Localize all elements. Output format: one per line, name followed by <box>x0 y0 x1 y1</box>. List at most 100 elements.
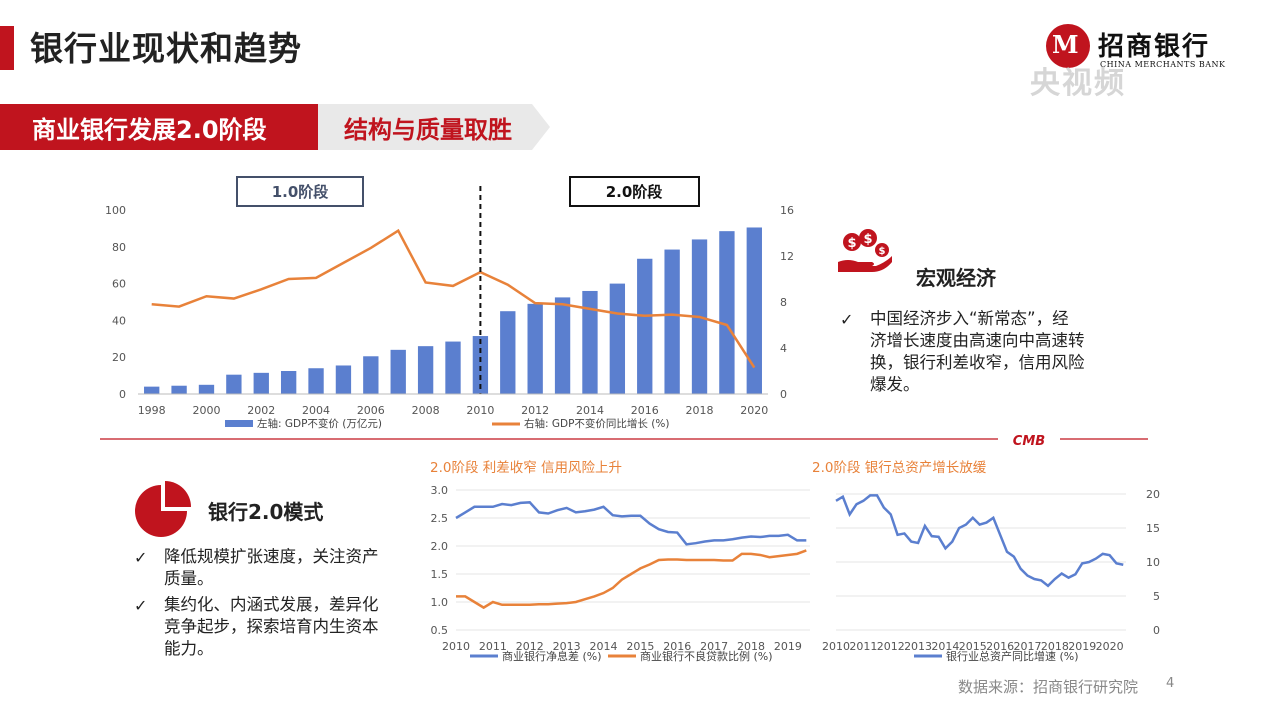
x-axis-tick: 2015 <box>959 640 987 653</box>
legend-label-assets: 银行业总资产同比增速 (%) <box>946 649 1079 663</box>
x-axis-tick: 2012 <box>516 640 544 653</box>
left-axis-tick: 0 <box>119 388 126 401</box>
bank-logo: M 招商银行 CHINA MERCHANTS BANK <box>1046 24 1246 104</box>
gdp-bar <box>363 356 379 394</box>
logo-chinese-name: 招商银行 <box>1098 32 1211 62</box>
nim-npl-chart: 2.0阶段 利差收窄 信用风险上升 0.5 1.0 1.5 2.0 2.5 3.0 201… <box>430 459 810 663</box>
x-axis-tick: 2011 <box>849 640 877 653</box>
macro-title: 宏观经济 <box>916 266 996 290</box>
phase-banner-right-label: 结构与质量取胜 <box>344 116 512 144</box>
phase-banner-left <box>0 104 318 150</box>
x-axis-tick: 2012 <box>877 640 905 653</box>
x-axis-tick: 2017 <box>700 640 728 653</box>
gdp-bar <box>253 372 269 394</box>
x-axis-tick: 2004 <box>302 404 330 417</box>
gdp-bar <box>390 349 406 394</box>
divider-mark: CMB <box>1013 434 1045 449</box>
left-axis-tick: 100 <box>105 204 126 217</box>
bullet-line: 爆发。 <box>870 375 920 394</box>
gdp-bar <box>609 283 626 394</box>
check-icon: ✓ <box>134 548 148 567</box>
x-axis-tick: 2010 <box>442 640 470 653</box>
gdp-bar <box>335 365 352 394</box>
stage-1-box: 1.0阶段 <box>236 176 364 207</box>
x-axis-tick: 2018 <box>686 404 714 417</box>
x-axis-tick: 2002 <box>247 404 275 417</box>
legend-label-growth: 右轴: GDP不变价同比增长 (%) <box>524 417 669 430</box>
x-axis-tick: 2008 <box>412 404 440 417</box>
x-axis-tick: 2017 <box>1014 640 1042 653</box>
x-axis-tick: 2013 <box>904 640 932 653</box>
y-axis-tick: 20 <box>1146 488 1160 501</box>
y-axis-tick: 1.5 <box>431 568 449 581</box>
gdp-bar <box>198 384 215 394</box>
gdp-bar <box>417 346 434 394</box>
model-bullet-2: 集约化、内涵式发展，差异化 竞争起步，探索培育内生资本 能力。 <box>164 594 379 660</box>
gdp-bar <box>226 374 242 394</box>
y-axis-tick: 1.0 <box>431 596 449 609</box>
gdp-bar <box>527 303 543 394</box>
bullet-line: 集约化、内涵式发展，差异化 <box>164 595 379 614</box>
chart-2-title: 2.0阶段 利差收窄 信用风险上升 <box>430 459 622 476</box>
stage-2-box: 2.0阶段 <box>569 176 700 207</box>
y-axis-tick: 10 <box>1146 556 1160 569</box>
right-axis-tick: 8 <box>780 296 787 309</box>
gdp-bar <box>308 368 324 394</box>
x-axis-tick: 2013 <box>553 640 581 653</box>
phase-banner-left-label: 商业银行发展2.0阶段 <box>32 116 267 144</box>
data-source: 数据来源：招商银行研究院 <box>958 678 1139 696</box>
gdp-bar <box>719 231 735 394</box>
title-accent-bar <box>0 26 14 70</box>
logo-emblem-icon <box>1046 24 1090 68</box>
gdp-bar <box>664 249 680 394</box>
chart-3-title: 2.0阶段 银行总资产增长放缓 <box>812 460 987 476</box>
left-axis-tick: 80 <box>112 241 126 254</box>
logo-english-name: CHINA MERCHANTS BANK <box>1100 60 1226 69</box>
gdp-bar <box>472 336 489 394</box>
bullet-line: 降低规模扩张速度，关注资产 <box>164 547 379 566</box>
stage-1-label: 1.0阶段 <box>272 183 329 201</box>
legend-swatch-gdp <box>225 420 253 427</box>
x-axis-tick: 2020 <box>1096 640 1124 653</box>
gdp-bar <box>554 297 571 394</box>
x-axis-tick: 2006 <box>357 404 385 417</box>
x-axis-tick: 2016 <box>631 404 659 417</box>
y-axis-tick: 2.5 <box>431 512 449 525</box>
series-line-0 <box>835 494 1124 588</box>
y-axis-tick: 5 <box>1153 590 1160 603</box>
check-icon: ✓ <box>134 596 148 615</box>
left-axis-tick: 40 <box>112 314 126 327</box>
y-axis-tick: 15 <box>1146 522 1160 535</box>
x-axis-tick: 2012 <box>521 404 549 417</box>
x-axis-tick: 2014 <box>931 640 959 653</box>
phase-banner-right <box>318 104 550 150</box>
x-axis-tick: 2010 <box>466 404 494 417</box>
gdp-bar <box>582 290 598 394</box>
y-axis-tick: 0.5 <box>431 624 449 637</box>
bullet-line: 能力。 <box>164 639 214 658</box>
pie-chart-icon <box>135 481 191 537</box>
model-bullet-1: 降低规模扩张速度，关注资产 质量。 <box>164 546 379 590</box>
stage-2-label: 2.0阶段 <box>606 183 663 201</box>
right-axis-tick: 0 <box>780 388 787 401</box>
money-hand-icon: $ $ $ <box>838 229 892 272</box>
bullet-line: 质量。 <box>164 569 214 588</box>
series-line-1 <box>456 549 807 610</box>
svg-text:$: $ <box>879 246 886 257</box>
left-axis-tick: 20 <box>112 351 126 364</box>
section-divider: CMB <box>100 434 1148 449</box>
gdp-bar <box>746 227 762 394</box>
right-axis-tick: 12 <box>780 250 794 263</box>
x-axis-tick: 2014 <box>590 640 618 653</box>
y-axis-tick: 0 <box>1153 624 1160 637</box>
x-axis-tick: 2019 <box>1068 640 1096 653</box>
bullet-line: 中国经济步入“新常态”，经 <box>870 309 1069 328</box>
legend-label-npl: 商业银行不良贷款比例 (%) <box>640 649 773 663</box>
macro-bullet: 中国经济步入“新常态”，经 济增长速度由高速向中高速转 换，银行利差收窄，信用风… <box>870 308 1085 396</box>
bullet-line: 竞争起步，探索培育内生资本 <box>164 617 379 636</box>
x-axis-tick: 2018 <box>737 640 765 653</box>
x-axis-tick: 2016 <box>986 640 1014 653</box>
x-axis-tick: 2000 <box>192 404 220 417</box>
gdp-chart: 1.0阶段 2.0阶段 0 20 40 60 80 100 0 4 8 12 16 1998 200… <box>105 176 794 430</box>
gdp-bar <box>637 258 653 394</box>
